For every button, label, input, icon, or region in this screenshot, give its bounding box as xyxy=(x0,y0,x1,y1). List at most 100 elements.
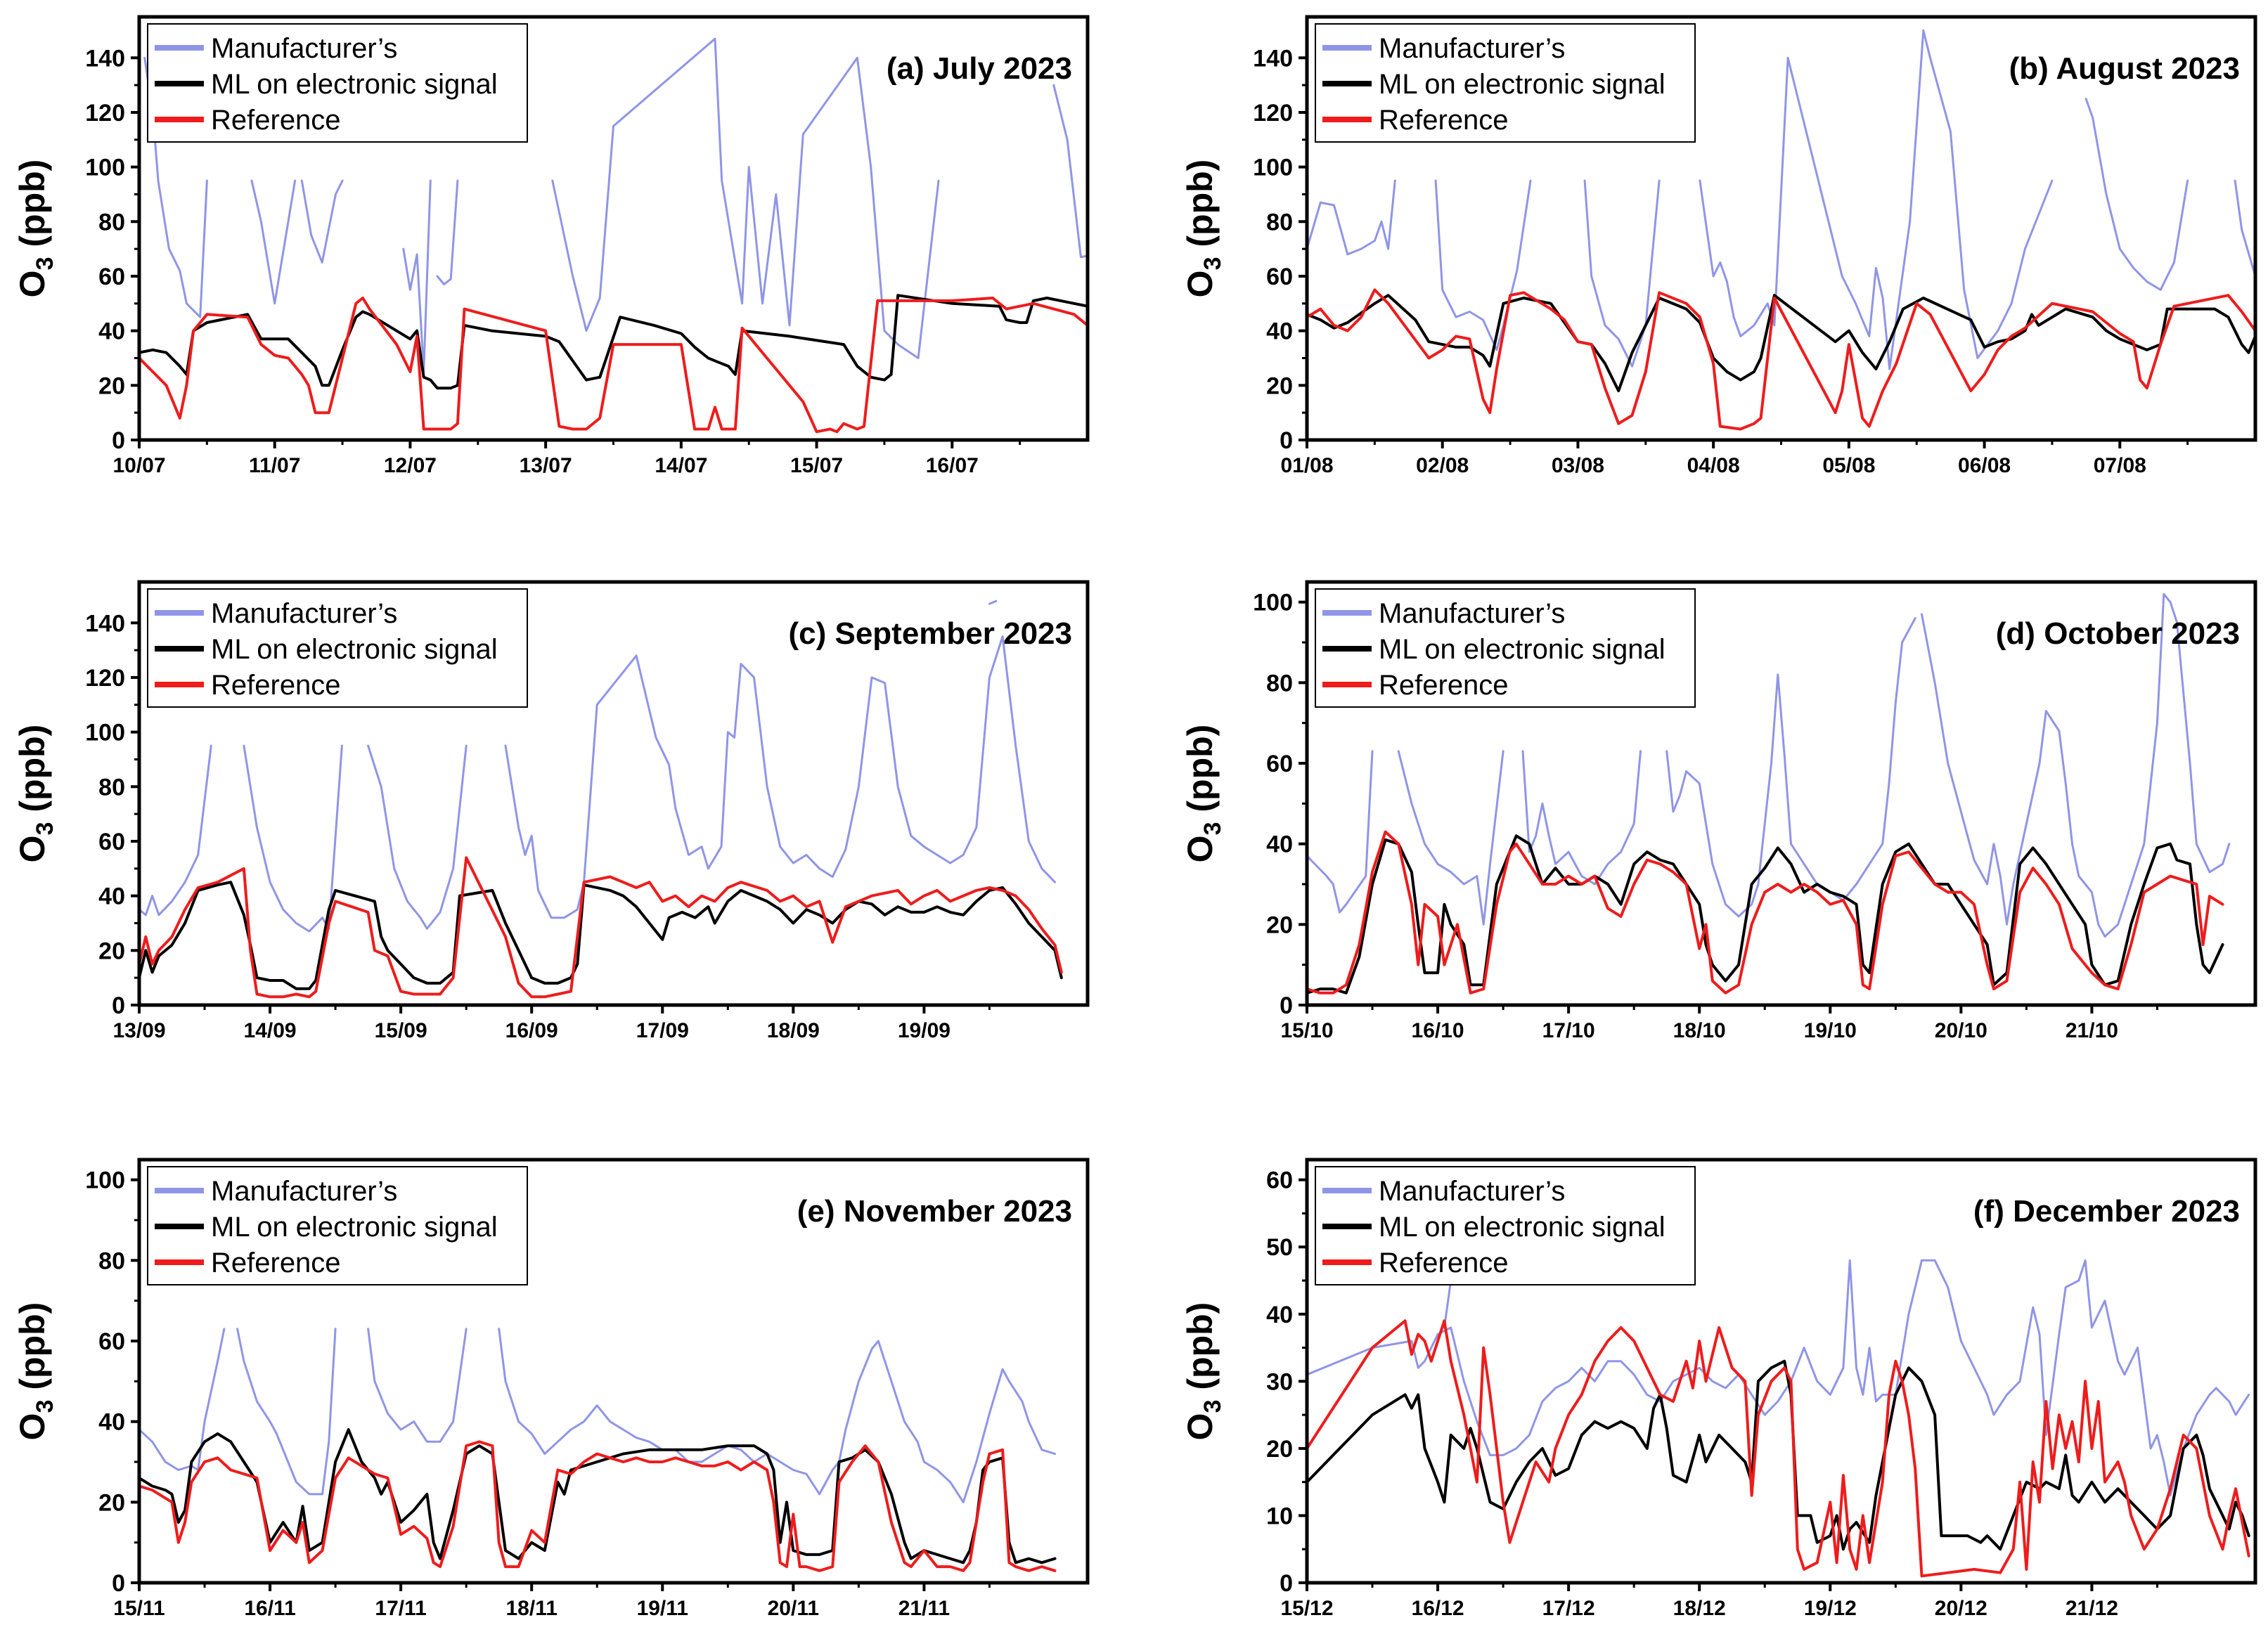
legend: Manufacturer’s ML on electronic signal Ref… xyxy=(147,1166,528,1285)
legend-box xyxy=(147,588,528,708)
y-tick-label: 60 xyxy=(98,829,125,855)
y-tick-label: 40 xyxy=(98,318,125,345)
panel-a-july: 0 20 40 60 80 100 120 140 10/07 11/07 12/07 13/07 14… xyxy=(13,15,1175,477)
x-tick-label: 21/10 xyxy=(2066,1019,2118,1042)
y-tick-label: 120 xyxy=(85,100,125,127)
series-line-manufacturer xyxy=(139,744,212,916)
x-tick-label: 16/09 xyxy=(505,1019,558,1042)
series-line-manufacturer xyxy=(1521,750,1642,886)
x-tick-label: 18/09 xyxy=(767,1019,820,1042)
y-tick-label: 140 xyxy=(85,45,125,72)
series-line-manufacturer xyxy=(1307,179,1396,256)
y-tick-label: 40 xyxy=(1266,318,1293,345)
y-tick-label: 80 xyxy=(1266,209,1293,235)
series-line-manufacturer xyxy=(236,1328,337,1496)
legend-entry-ml: ML on electronic signal xyxy=(211,634,498,665)
x-tick-label: 15/07 xyxy=(790,454,843,477)
legend-entry-ml: ML on electronic signal xyxy=(1379,634,1665,665)
series-lines xyxy=(139,37,1175,434)
plot-frame xyxy=(1305,580,2257,1007)
legend-box xyxy=(1315,588,1696,708)
series-line-manufacturer xyxy=(402,179,432,373)
y-tick-label: 20 xyxy=(98,372,125,399)
series-line-manufacturer xyxy=(139,1328,226,1471)
y-tick-label: 0 xyxy=(1280,427,1293,454)
legend-entry-manufacturer: Manufacturer’s xyxy=(1379,1176,1565,1207)
x-tick-label: 18/10 xyxy=(1673,1019,1726,1042)
series-line-manufacturer xyxy=(1699,29,2054,370)
x-tick-label: 17/12 xyxy=(1542,1597,1595,1620)
legend-entry-manufacturer: Manufacturer’s xyxy=(211,33,397,64)
series-line-manufacturer xyxy=(1307,750,1374,914)
chart-title: (c) September 2023 xyxy=(788,616,1072,651)
x-tick-label: 16/10 xyxy=(1412,1019,1464,1042)
y-tick-label: 100 xyxy=(1253,590,1293,616)
series-line-manufacturer xyxy=(250,179,297,305)
x-tick-label: 06/08 xyxy=(1958,454,2011,477)
x-tick-label: 17/09 xyxy=(636,1019,689,1042)
panel-e-november: 0 20 40 60 80 100 15/11 16/11 17/11 18/11 19/11 20/… xyxy=(13,1158,1090,1620)
x-tick-label: 14/09 xyxy=(244,1019,297,1042)
plot-frame xyxy=(137,580,1090,1007)
series-line-reference xyxy=(139,856,1063,999)
y-axis-label: O3 (ppb) xyxy=(13,1302,58,1441)
legend: Manufacturer’s ML on electronic signal Ref… xyxy=(147,23,528,143)
y-tick-label: 40 xyxy=(1266,831,1293,858)
y-tick-label: 100 xyxy=(85,720,125,746)
legend-box xyxy=(1315,1166,1696,1285)
y-tick-label: 60 xyxy=(98,264,125,290)
y-tick-label: 20 xyxy=(98,938,125,964)
series-line-manufacturer xyxy=(1921,592,2231,938)
series-line-reference xyxy=(1307,1319,2250,1578)
x-tick-label: 18/12 xyxy=(1673,1597,1726,1620)
legend-box xyxy=(147,1166,528,1285)
y-tick-label: 100 xyxy=(85,155,125,181)
y-axis-label: O3 (ppb) xyxy=(1180,1302,1226,1441)
y-tick-label: 80 xyxy=(98,209,125,235)
series-line-reference xyxy=(139,1440,1057,1572)
plot-frame xyxy=(1305,1158,2257,1585)
series-line-manufacturer xyxy=(1162,85,1175,126)
series-line-manufacturer xyxy=(2085,98,2189,291)
y-tick-label: 140 xyxy=(1253,45,1293,72)
series-line-reference xyxy=(1307,288,2255,431)
series-line-reference xyxy=(139,297,1088,434)
series-line-manufacturer xyxy=(1307,1259,2250,1497)
legend-box xyxy=(147,23,528,143)
series-line-manufacturer xyxy=(300,179,344,264)
y-tick-label: 20 xyxy=(1266,1436,1293,1463)
y-tick-label: 60 xyxy=(98,1328,125,1355)
y-tick-label: 30 xyxy=(1266,1368,1293,1395)
legend-entry-ml: ML on electronic signal xyxy=(1379,1212,1665,1243)
panel-f-december: 0 10 20 30 40 50 60 15/12 16/12 17/12 18/12 19/12 20… xyxy=(1180,1158,2257,1620)
legend: Manufacturer’s ML on electronic signal Ref… xyxy=(1315,588,1696,708)
y-tick-label: 40 xyxy=(98,1409,125,1436)
series-lines xyxy=(1307,592,2231,995)
y-tick-label: 40 xyxy=(1266,1302,1293,1328)
x-tick-label: 19/09 xyxy=(898,1019,951,1042)
y-tick-label: 60 xyxy=(1266,1167,1293,1194)
x-tick-label: 01/08 xyxy=(1280,454,1333,477)
y-tick-label: 50 xyxy=(1266,1234,1293,1261)
y-tick-label: 100 xyxy=(1253,155,1293,181)
y-tick-label: 0 xyxy=(1280,1570,1293,1597)
panel-b-august: 0 20 40 60 80 100 120 140 01/08 02/08 03/08 04/08 05… xyxy=(1180,15,2257,477)
y-tick-label: 120 xyxy=(85,665,125,692)
y-tick-label: 80 xyxy=(98,774,125,801)
series-line-manufacturer xyxy=(243,744,343,933)
y-tick-label: 80 xyxy=(1266,670,1293,697)
x-tick-label: 15/11 xyxy=(113,1597,165,1620)
y-tick-label: 80 xyxy=(98,1248,125,1274)
x-tick-label: 16/11 xyxy=(244,1597,295,1620)
series-line-manufacturer xyxy=(1397,750,1505,926)
y-axis-label: O3 (ppb) xyxy=(1180,160,1226,298)
series-lines xyxy=(1307,29,2255,431)
series-line-manufacturer xyxy=(2234,179,2255,278)
chart-title: (e) November 2023 xyxy=(797,1194,1072,1229)
panel-d-october: 0 20 40 60 80 100 15/10 16/10 17/10 18/10 19/10 20/… xyxy=(1180,580,2257,1042)
x-tick-label: 07/08 xyxy=(2094,454,2146,477)
series-line-ml xyxy=(139,294,1088,390)
y-tick-label: 0 xyxy=(1280,992,1293,1019)
legend-entry-manufacturer: Manufacturer’s xyxy=(211,1176,397,1207)
